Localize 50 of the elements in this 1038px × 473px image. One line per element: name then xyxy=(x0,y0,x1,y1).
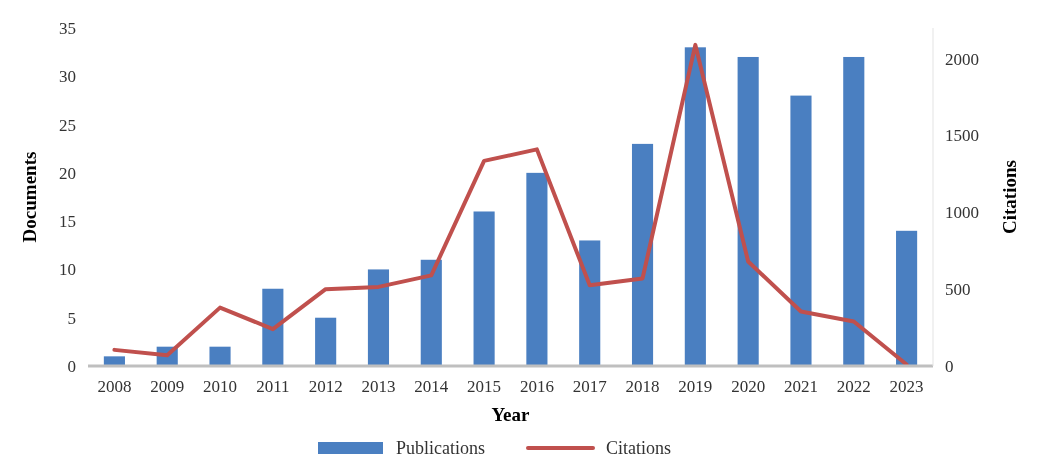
bar xyxy=(896,230,918,366)
y-tick-label: 30 xyxy=(59,67,76,87)
x-tick-label: 2014 xyxy=(414,377,449,396)
bar xyxy=(103,356,125,366)
y2-tick-label: 0 xyxy=(945,356,954,376)
x-tick-label: 2010 xyxy=(203,377,238,396)
y-tick-label: 20 xyxy=(59,163,76,183)
bar xyxy=(420,259,442,366)
y-tick-label: 15 xyxy=(59,212,76,232)
x-axis-title: Year xyxy=(491,404,531,425)
x-tick-label: 2021 xyxy=(783,377,818,396)
bar xyxy=(315,317,337,366)
line-series xyxy=(112,42,909,367)
bar xyxy=(473,211,495,366)
x-tick-label: 2009 xyxy=(150,377,185,396)
y-tick-label: 0 xyxy=(67,356,76,376)
y2-tick-label: 500 xyxy=(945,280,971,300)
y-axis-title: Documents xyxy=(19,151,40,243)
bar xyxy=(737,56,759,366)
y-tick-label: 10 xyxy=(59,260,76,280)
x-tick-label: 2012 xyxy=(308,377,343,396)
x-tick-label: 2008 xyxy=(97,377,132,396)
bar xyxy=(262,288,284,366)
x-tick-label: 2020 xyxy=(731,377,766,396)
x-tick-label: 2013 xyxy=(361,377,396,396)
x-tick-label: 2011 xyxy=(256,377,290,396)
bar xyxy=(367,269,390,366)
legend-label: Citations xyxy=(606,438,672,459)
bar xyxy=(209,346,231,366)
y-tick-label: 35 xyxy=(59,18,76,38)
bar xyxy=(526,172,548,366)
x-tick-label: 2015 xyxy=(467,377,502,396)
y2-tick-label: 1500 xyxy=(945,126,979,146)
legend-label: Publications xyxy=(396,438,485,459)
x-tick-label: 2019 xyxy=(678,377,713,396)
y2-tick-label: 1000 xyxy=(945,203,979,223)
y2-axis-title: Citations xyxy=(999,160,1020,234)
x-tick-label: 2018 xyxy=(625,377,660,396)
x-tick-label: 2023 xyxy=(889,377,924,396)
bar xyxy=(579,240,601,366)
bar xyxy=(843,56,865,366)
bar xyxy=(684,47,706,366)
y2-tick-label: 2000 xyxy=(945,49,979,69)
x-tick-label: 2017 xyxy=(572,377,608,396)
x-tick-label: 2022 xyxy=(836,377,871,396)
bar xyxy=(790,95,812,366)
x-tick-label: 2016 xyxy=(519,377,554,396)
bar xyxy=(631,143,654,366)
y-tick-label: 5 xyxy=(67,308,76,328)
y-tick-label: 25 xyxy=(59,115,76,135)
